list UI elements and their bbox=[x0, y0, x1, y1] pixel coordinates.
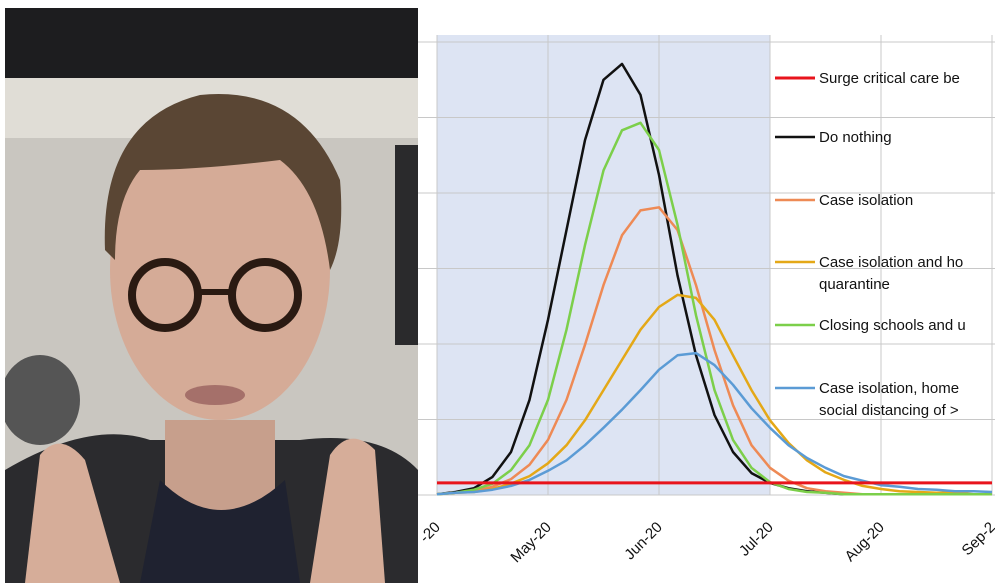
x-tick-label: Sep-2 bbox=[959, 519, 995, 559]
x-tick-label: Jul-20 bbox=[736, 519, 777, 560]
x-tick-label: May-20 bbox=[507, 519, 554, 566]
legend-label: Do nothing bbox=[819, 129, 892, 146]
chart: -20 May-20 Jun-20 Jul-20 Aug-20 Sep-2 Surge cr… bbox=[416, 35, 995, 566]
series-line bbox=[436, 351, 993, 496]
x-tick-label: Aug-20 bbox=[842, 519, 888, 565]
series-line bbox=[436, 293, 992, 496]
series-line bbox=[436, 121, 992, 496]
legend-label: Case isolation, home social distancing of… bbox=[819, 380, 959, 419]
shaded-period bbox=[437, 35, 770, 495]
x-tick-label: Jun-20 bbox=[621, 519, 665, 563]
legend-label: Closing schools and u bbox=[819, 317, 966, 334]
legend-label: Case isolation bbox=[819, 192, 913, 209]
photo bbox=[5, 8, 418, 583]
x-tick-label: -20 bbox=[416, 519, 443, 546]
legend-label: Case isolation and ho quarantine bbox=[819, 254, 963, 293]
legend-label: Surge critical care be bbox=[819, 70, 960, 87]
